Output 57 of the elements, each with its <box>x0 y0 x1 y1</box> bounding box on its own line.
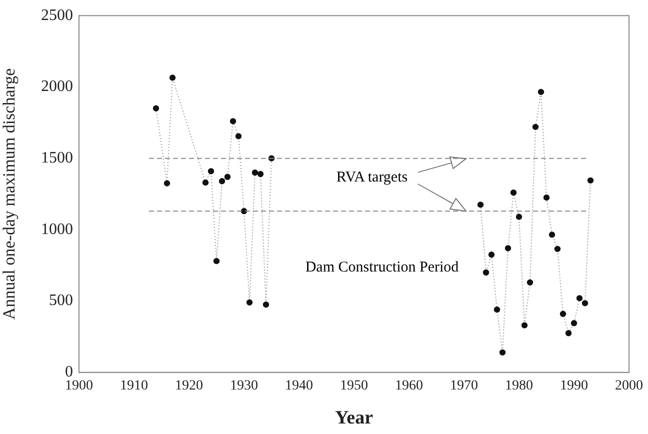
x-tick-label: 1960 <box>395 378 423 394</box>
point <box>164 180 170 186</box>
point <box>548 232 556 238</box>
point <box>521 322 528 328</box>
point <box>262 302 270 308</box>
point <box>510 189 517 196</box>
point <box>543 194 550 201</box>
point <box>560 310 566 317</box>
point <box>477 202 484 208</box>
x-tick-label: 2000 <box>615 378 643 394</box>
point <box>516 214 522 220</box>
point <box>494 306 500 313</box>
x-tick-label: 1950 <box>340 378 368 394</box>
y-tick-label: 2500 <box>41 6 73 24</box>
point <box>208 168 214 174</box>
point <box>499 349 506 356</box>
y-axis-title: Annual one-day maximum discharge <box>0 68 19 320</box>
point <box>565 330 572 336</box>
point <box>538 88 544 96</box>
annotation: Dam Construction Period <box>305 260 459 276</box>
point <box>582 300 588 306</box>
point <box>218 178 226 184</box>
y-tick-label: 500 <box>49 292 73 310</box>
point <box>246 299 253 306</box>
x-tick-label: 1990 <box>560 378 588 394</box>
point <box>202 179 209 186</box>
point <box>230 118 236 124</box>
x-tick-label: 1920 <box>175 378 203 394</box>
x-tick-label: 1980 <box>505 378 533 394</box>
point <box>587 177 594 184</box>
point <box>152 105 160 112</box>
point <box>526 279 534 286</box>
point <box>224 174 231 180</box>
point <box>235 133 242 140</box>
point <box>488 252 495 258</box>
y-tick-label: 1500 <box>41 150 73 167</box>
annotation: RVA targets <box>336 170 408 186</box>
y-tick-label: 0 <box>65 364 73 381</box>
y-tick-label: 1000 <box>41 220 73 238</box>
point <box>240 208 248 214</box>
point <box>169 74 176 81</box>
point <box>257 170 264 178</box>
y-tick-label: 2000 <box>41 78 73 96</box>
x-tick-label: 1900 <box>65 378 93 394</box>
point <box>504 245 512 252</box>
point <box>252 169 258 176</box>
point <box>554 246 561 252</box>
point <box>482 269 490 276</box>
point <box>532 124 539 130</box>
x-tick-label: 1970 <box>450 378 478 394</box>
point <box>570 320 578 326</box>
x-axis-title: Year <box>335 408 374 429</box>
x-tick-label: 1910 <box>120 378 148 394</box>
point <box>576 295 583 302</box>
x-tick-label: 1930 <box>230 378 258 394</box>
x-tick-label: 1940 <box>285 378 313 394</box>
point <box>213 258 220 264</box>
